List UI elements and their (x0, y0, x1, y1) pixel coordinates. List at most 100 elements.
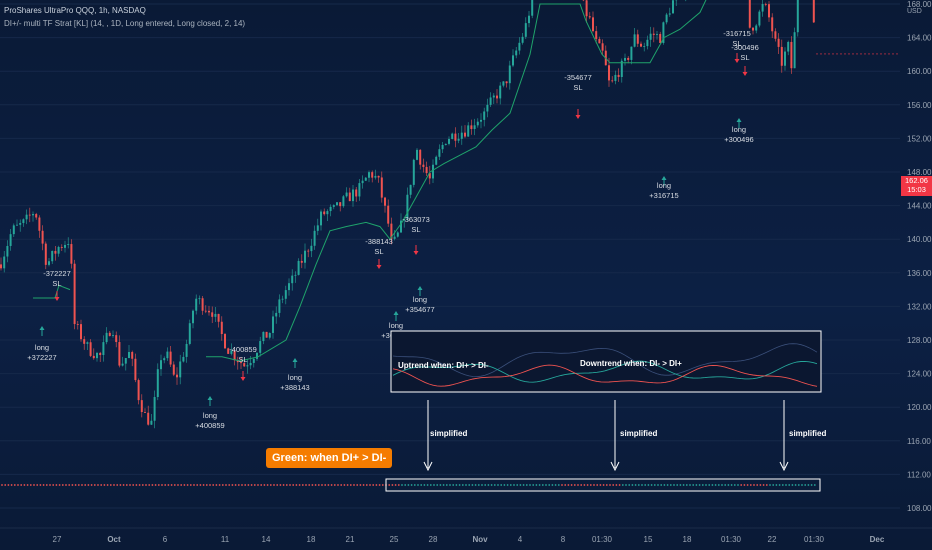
candle-body (502, 81, 505, 86)
trend-dot (228, 484, 231, 486)
trend-dot (391, 484, 394, 486)
trend-dot (573, 484, 576, 486)
candle-body (793, 32, 796, 69)
trend-dot (605, 484, 608, 486)
trend-dot (797, 484, 800, 486)
candle-body (284, 290, 287, 299)
candle-body (451, 133, 454, 139)
trend-dot (212, 484, 215, 486)
trend-dot (647, 484, 650, 486)
trend-dot (170, 484, 173, 486)
exit-type-label: SL (411, 225, 420, 234)
x-tick-label: 6 (163, 535, 168, 544)
candle-body (278, 299, 281, 313)
candle-body (12, 225, 15, 235)
candle-body (243, 363, 246, 367)
x-tick-label: Dec (870, 535, 885, 544)
candle-body (758, 11, 761, 26)
trade-signals: -372227SLlong+372227-400859SLlong+400859… (27, 29, 758, 430)
candle-body (67, 244, 70, 245)
candle-body (640, 43, 642, 47)
trend-dot (618, 484, 621, 486)
candle-body (643, 46, 646, 47)
candle-body (518, 42, 521, 51)
exit-loss-label: -300496 (731, 43, 759, 52)
trend-dot (769, 484, 771, 486)
candle-body (377, 175, 380, 178)
candle-body (224, 334, 226, 349)
candle-body (812, 0, 815, 23)
exit-arrow-icon (413, 251, 419, 255)
candle-body (121, 363, 124, 366)
y-tick-label: 120.00 (907, 403, 932, 412)
trend-dot (653, 484, 656, 486)
trend-dot (468, 484, 471, 486)
candle-body (236, 360, 239, 363)
candle-body (310, 245, 313, 252)
trend-dot (193, 484, 195, 486)
candle-body (204, 310, 207, 312)
candle-body (86, 342, 89, 344)
trend-dot (321, 484, 323, 486)
trend-dot (372, 484, 375, 486)
candle-body (323, 211, 326, 215)
trend-dot (596, 484, 599, 486)
trend-dot (794, 484, 797, 486)
y-tick-label: 128.00 (907, 336, 932, 345)
trend-dot (244, 484, 247, 486)
trend-dot (234, 484, 237, 486)
trend-dot (621, 484, 624, 486)
exit-arrow-icon (54, 297, 60, 301)
x-axis: 27 Oct 6 11 14 18 21 25 28 Nov 4 8 01:30 15 18 01:30 22 0… (0, 527, 932, 544)
candle-body (156, 369, 159, 398)
trend-dot (685, 484, 688, 486)
trend-dot (551, 484, 554, 486)
trend-dot (813, 484, 816, 486)
trend-dot (68, 484, 71, 486)
trend-dot (676, 484, 679, 486)
trend-dot (599, 484, 602, 486)
entry-type-label: long (389, 321, 403, 330)
trend-dot (4, 484, 7, 486)
candle-body (185, 343, 188, 357)
trend-dot (682, 484, 685, 486)
trend-dot (340, 484, 343, 486)
candle-body (0, 264, 2, 269)
candle-body (368, 172, 370, 178)
trend-dot (61, 484, 64, 486)
y-tick-label: 124.00 (907, 370, 932, 379)
candle-body (425, 166, 428, 174)
trend-dot (93, 484, 96, 486)
trend-dot (397, 484, 400, 486)
long-arrow-icon (39, 326, 45, 330)
candle-body (771, 17, 774, 32)
trend-dot (749, 484, 752, 486)
trend-dot (577, 484, 579, 486)
trend-dot (324, 484, 327, 486)
candle-body (233, 350, 236, 361)
trend-dot (692, 484, 695, 486)
candle-body (620, 60, 623, 77)
candle-body (608, 65, 610, 81)
trend-dot (116, 484, 119, 486)
candle-body (428, 173, 431, 179)
trend-dot (100, 484, 103, 486)
candle-body (19, 223, 22, 225)
candle-body (592, 17, 594, 32)
x-tick-label: 15 (644, 535, 653, 544)
trend-dot (17, 484, 19, 486)
trend-dot (637, 484, 640, 486)
simplified-label: simplified (430, 429, 467, 438)
exit-arrow-icon (742, 72, 748, 76)
trend-dot (436, 484, 439, 486)
x-tick-label: 18 (683, 535, 692, 544)
candle-body (531, 0, 534, 16)
candle-body (668, 13, 671, 15)
trend-dot (433, 484, 435, 486)
trend-dot (807, 484, 810, 486)
trend-dot (29, 484, 32, 486)
trend-dot (660, 484, 663, 486)
candle-body (780, 46, 783, 66)
inset-line (392, 364, 818, 387)
